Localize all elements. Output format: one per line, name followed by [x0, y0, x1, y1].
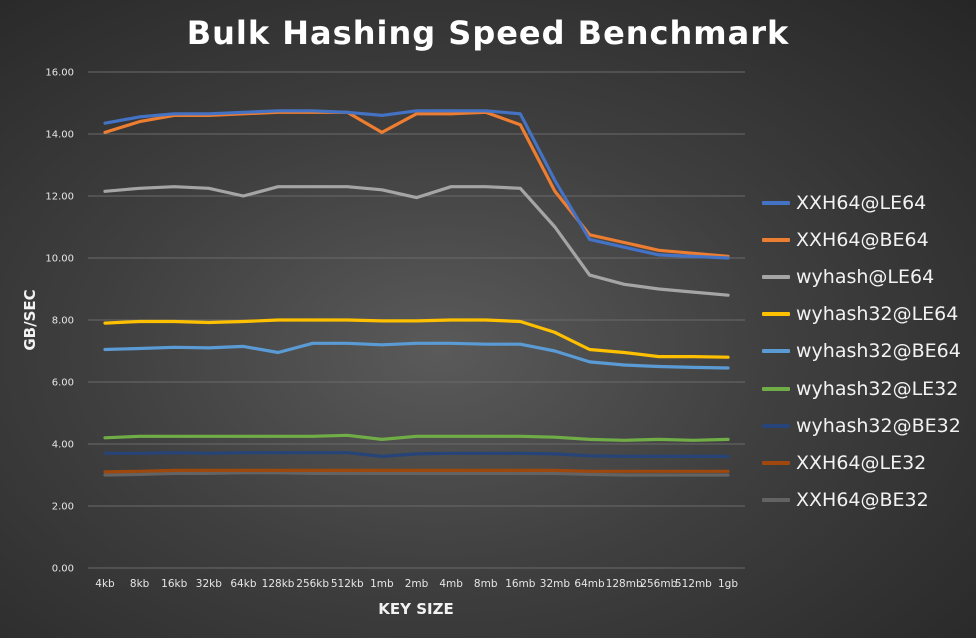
legend-swatch: [762, 498, 790, 503]
y-tick-labels: 0.00 2.00 4.00 6.00 8.00 10.00 12.00 14.00 16.00: [45, 68, 74, 575]
legend-entry: wyhash32@BE32: [762, 407, 961, 444]
y-tick-label: 16.00: [45, 68, 74, 79]
x-tick-label: 2mb: [405, 578, 429, 590]
legend-label: wyhash32@BE64: [796, 340, 961, 363]
x-tick-label: 256mb: [640, 578, 677, 590]
y-tick-label: 10.00: [45, 254, 74, 265]
x-tick-labels: 4kb 8kb 16kb 32kb 64kb 128kb 256kb 512kb 1mb 2mb 4…: [95, 578, 738, 590]
legend-entry: wyhash32@LE64: [762, 296, 961, 333]
x-tick-label: 512kb: [331, 578, 364, 590]
x-tick-label: 128mb: [606, 578, 643, 590]
legend-label: XXH64@BE64: [796, 228, 929, 251]
series-line-wyhash32-le32: [103, 433, 730, 442]
x-tick-label: 256kb: [296, 578, 329, 590]
x-tick-label: 32mb: [540, 578, 571, 590]
legend-label: wyhash@LE64: [796, 265, 935, 288]
legend-swatch: [762, 274, 790, 279]
series-line-xxh64-le32: [103, 468, 730, 474]
legend-entry: XXH64@LE32: [762, 444, 961, 481]
gridlines: [88, 71, 745, 569]
x-axis-label: KEY SIZE: [378, 600, 453, 618]
x-tick-label: 16kb: [161, 578, 187, 590]
chart-title: Bulk Hashing Speed Benchmark: [186, 14, 790, 52]
x-tick-label: 1mb: [370, 578, 394, 590]
legend-entry: XXH64@BE64: [762, 221, 961, 258]
legend: XXH64@LE64 XXH64@BE64 wyhash@LE64 wyhash32@…: [762, 184, 961, 519]
series-line-wyhash32-le64: [103, 318, 730, 359]
x-tick-label: 8kb: [130, 578, 150, 590]
legend-swatch: [762, 312, 790, 317]
y-tick-label: 6.00: [52, 378, 74, 389]
x-tick-label: 32kb: [196, 578, 222, 590]
y-tick-label: 14.00: [45, 130, 74, 141]
legend-entry: XXH64@BE32: [762, 482, 961, 519]
y-axis-label: GB/SEC: [21, 289, 39, 350]
legend-entry: XXH64@LE64: [762, 184, 961, 221]
x-tick-label: 8mb: [474, 578, 498, 590]
legend-entry: wyhash32@LE32: [762, 370, 961, 407]
x-tick-label: 1gb: [718, 578, 738, 590]
series-line-wyhash32-be64: [103, 341, 730, 370]
legend-label: XXH64@LE64: [796, 191, 927, 214]
series-line-xxh64-be32: [103, 471, 730, 477]
legend-entry: wyhash32@BE64: [762, 333, 961, 370]
x-tick-label: 512mb: [675, 578, 712, 590]
series-line-wyhash32-be32: [103, 451, 730, 458]
legend-label: XXH64@LE32: [796, 451, 927, 474]
legend-label: wyhash32@BE32: [796, 414, 961, 437]
legend-swatch: [762, 386, 790, 391]
x-tick-label: 64mb: [574, 578, 605, 590]
legend-swatch: [762, 200, 790, 205]
x-tick-label: 4mb: [439, 578, 463, 590]
legend-label: XXH64@BE32: [796, 489, 929, 512]
legend-swatch: [762, 349, 790, 354]
legend-entry: wyhash@LE64: [762, 258, 961, 295]
x-tick-label: 64kb: [230, 578, 256, 590]
x-tick-label: 16mb: [505, 578, 536, 590]
series-lines: [103, 109, 730, 477]
legend-label: wyhash32@LE32: [796, 377, 959, 400]
legend-label: wyhash32@LE64: [796, 303, 959, 326]
y-tick-label: 12.00: [45, 192, 74, 203]
y-tick-label: 0.00: [52, 564, 74, 575]
legend-swatch: [762, 423, 790, 428]
series-line-wyhash-le64: [103, 185, 730, 297]
legend-swatch: [762, 460, 790, 465]
y-tick-label: 8.00: [52, 316, 74, 327]
series-line-xxh64-le64: [103, 109, 730, 260]
y-tick-label: 2.00: [52, 502, 74, 513]
legend-swatch: [762, 237, 790, 242]
x-tick-label: 128kb: [262, 578, 295, 590]
y-tick-label: 4.00: [52, 440, 74, 451]
x-tick-label: 4kb: [95, 578, 115, 590]
